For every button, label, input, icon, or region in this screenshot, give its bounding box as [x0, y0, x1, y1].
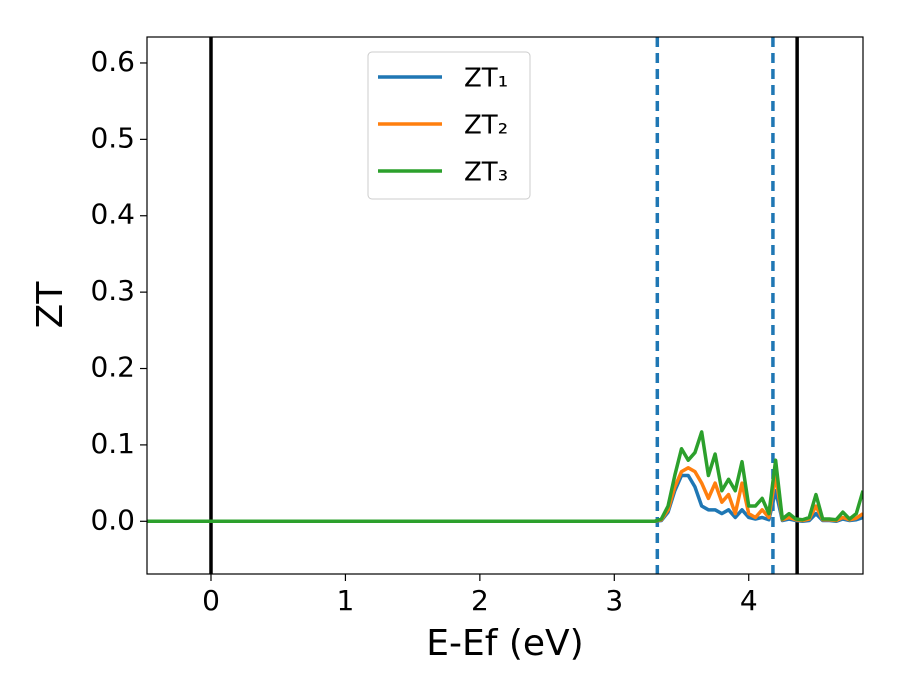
legend-label: ZT₃ [464, 158, 508, 188]
legend-label: ZT₂ [464, 111, 508, 141]
x-tick-label: 1 [337, 584, 355, 617]
y-tick-label: 0.3 [90, 274, 135, 307]
series-line [147, 473, 863, 524]
y-tick-label: 0.1 [90, 427, 135, 460]
y-axis-label: ZT [30, 281, 71, 329]
y-tick-label: 0.6 [90, 45, 135, 78]
series-line [147, 430, 863, 524]
plot-frame [146, 36, 864, 575]
y-tick-label: 0.5 [90, 121, 135, 154]
x-tick-label: 0 [202, 584, 220, 617]
legend-box [367, 51, 531, 200]
x-tick-label: 2 [471, 584, 489, 617]
x-axis-label: E-Ef (eV) [426, 623, 583, 664]
legend-label: ZT₁ [464, 64, 508, 94]
legend: ZT₁ ZT₂ ZT₃ [367, 51, 531, 200]
x-tick-label: 3 [605, 584, 623, 617]
x-tick-label: 4 [740, 584, 758, 617]
plot-area [147, 37, 863, 574]
y-tick-label: 0.0 [90, 503, 135, 536]
series-line [147, 466, 863, 524]
y-tick-label: 0.4 [90, 198, 135, 231]
y-tick-label: 0.2 [90, 351, 135, 384]
